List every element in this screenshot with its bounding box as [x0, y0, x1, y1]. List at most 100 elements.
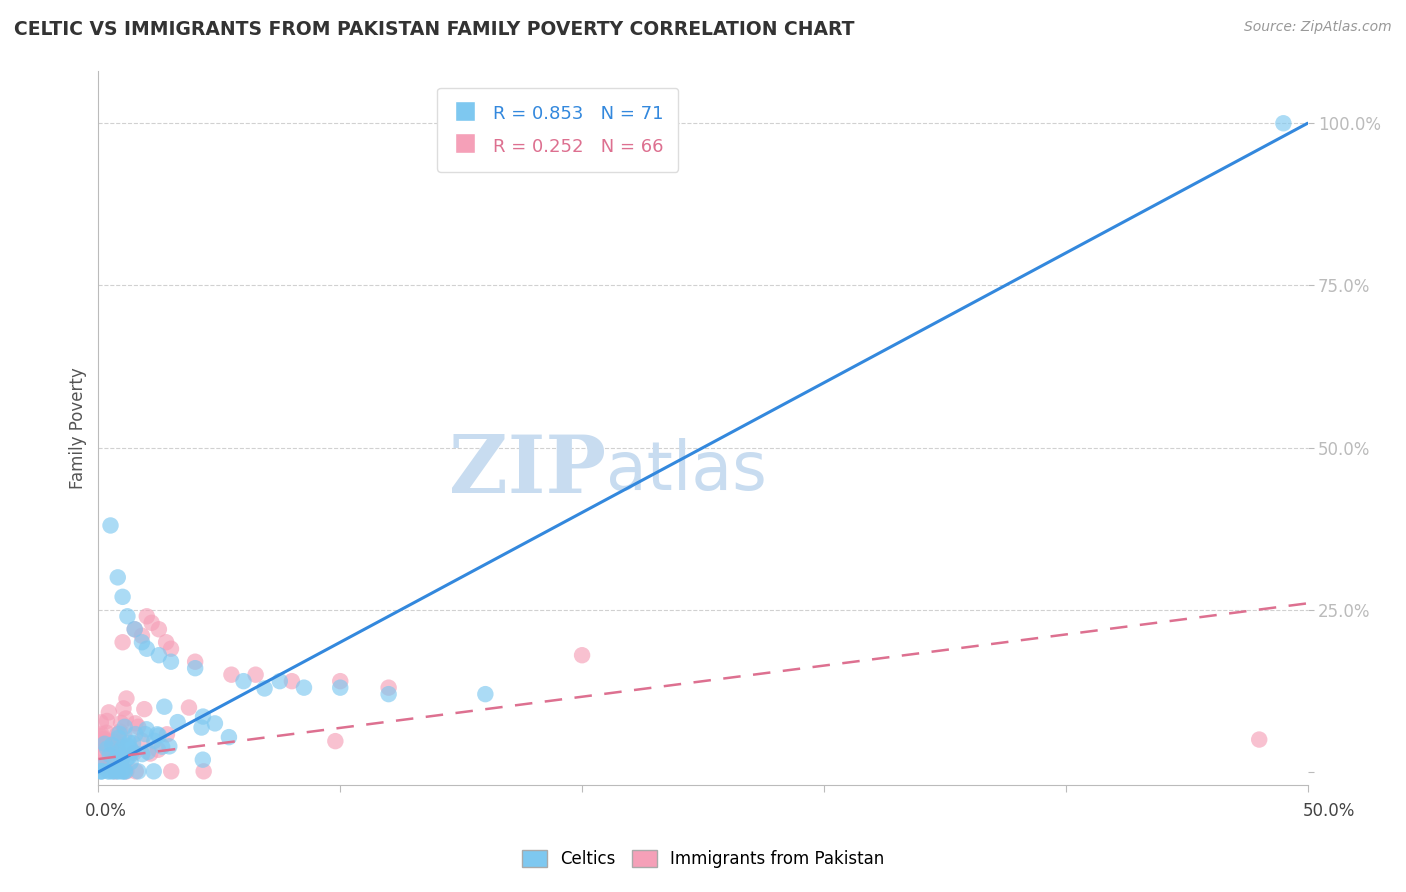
Text: CELTIC VS IMMIGRANTS FROM PAKISTAN FAMILY POVERTY CORRELATION CHART: CELTIC VS IMMIGRANTS FROM PAKISTAN FAMIL…	[14, 20, 855, 38]
Point	[93, 737, 115, 751]
Point	[94, 744, 117, 758]
Point	[148, 728, 170, 742]
Point	[90, 729, 112, 743]
Point	[115, 764, 138, 779]
Point	[91, 745, 114, 759]
Point	[117, 739, 139, 753]
Point	[104, 752, 127, 766]
Point	[1249, 732, 1271, 747]
Point	[104, 753, 127, 767]
Point	[100, 754, 122, 768]
Point	[117, 609, 139, 624]
Point	[90, 764, 112, 779]
Point	[281, 674, 304, 689]
Point	[115, 740, 138, 755]
Point	[90, 727, 112, 741]
Point	[110, 751, 132, 765]
Point	[90, 759, 112, 773]
Point	[160, 764, 183, 779]
Point	[131, 635, 153, 649]
Point	[111, 764, 134, 779]
Point	[94, 758, 117, 772]
Point	[90, 764, 112, 779]
Point	[131, 747, 153, 761]
Text: ZIP: ZIP	[450, 432, 606, 510]
Point	[150, 739, 173, 754]
Point	[135, 723, 157, 737]
Point	[117, 750, 139, 764]
Text: Source: ZipAtlas.com: Source: ZipAtlas.com	[1244, 20, 1392, 34]
Point	[142, 764, 165, 779]
Point	[245, 667, 267, 681]
Point	[108, 724, 131, 739]
Point	[134, 727, 156, 741]
Point	[101, 764, 124, 779]
Point	[124, 622, 146, 636]
Point	[105, 738, 128, 752]
Point	[115, 752, 138, 766]
Point	[111, 635, 134, 649]
Point	[124, 716, 146, 731]
Point	[218, 730, 240, 744]
Point	[191, 709, 214, 723]
Point	[148, 622, 170, 636]
Point	[134, 702, 156, 716]
Point	[114, 764, 136, 779]
Point	[114, 711, 136, 725]
Point	[103, 764, 125, 779]
Point	[253, 681, 276, 696]
Point	[105, 764, 128, 779]
Point	[160, 655, 183, 669]
Point	[97, 706, 120, 720]
Point	[90, 715, 112, 730]
Point	[122, 746, 145, 760]
Point	[112, 701, 135, 715]
Point	[474, 687, 496, 701]
Point	[93, 732, 115, 747]
Point	[204, 716, 226, 731]
Point	[110, 716, 132, 731]
Point	[121, 745, 143, 759]
Point	[155, 635, 177, 649]
Point	[100, 744, 122, 758]
Point	[97, 764, 120, 779]
Point	[124, 622, 146, 636]
Point	[127, 764, 149, 779]
Point	[141, 615, 163, 630]
Point	[90, 759, 112, 773]
Point	[377, 681, 399, 695]
Point	[98, 744, 121, 758]
Point	[191, 753, 214, 767]
Point	[96, 725, 118, 739]
Point	[107, 745, 129, 759]
Point	[131, 629, 153, 643]
Point	[153, 699, 176, 714]
Point	[107, 742, 129, 756]
Point	[105, 732, 128, 747]
Point	[98, 747, 121, 762]
Point	[90, 764, 112, 779]
Point	[107, 764, 129, 779]
Point	[269, 674, 291, 689]
Legend: R = 0.853   N = 71, R = 0.252   N = 66: R = 0.853 N = 71, R = 0.252 N = 66	[437, 87, 678, 172]
Point	[90, 735, 112, 749]
Point	[111, 753, 134, 767]
Point	[146, 727, 169, 741]
Point	[111, 590, 134, 604]
Point	[97, 764, 120, 779]
Point	[127, 720, 149, 734]
Point	[325, 734, 347, 748]
Point	[190, 721, 212, 735]
Point	[112, 728, 135, 742]
Text: atlas: atlas	[606, 438, 768, 504]
Point	[1272, 116, 1295, 130]
Point	[157, 739, 180, 754]
Point	[292, 681, 315, 695]
Point	[111, 740, 134, 755]
Point	[107, 731, 129, 745]
Point	[329, 681, 352, 695]
Point	[377, 687, 399, 701]
Point	[120, 756, 142, 770]
Text: 50.0%: 50.0%	[1302, 802, 1355, 820]
Point	[90, 759, 112, 773]
